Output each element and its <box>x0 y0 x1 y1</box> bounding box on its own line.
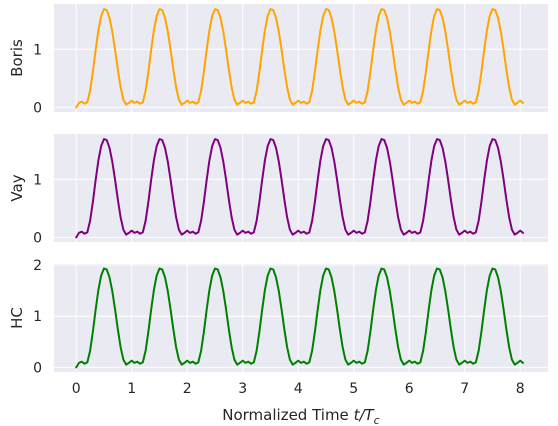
subplot-vay: 0 1 Vay <box>8 134 548 246</box>
plot-area <box>54 134 548 242</box>
x-tick-label: 1 <box>127 381 136 397</box>
x-tick-label: 0 <box>72 381 81 397</box>
y-axis-label: Vay <box>8 174 26 201</box>
x-axis-label: Normalized Time t/Tc <box>222 406 379 426</box>
x-tick-label: 7 <box>460 381 469 397</box>
x-tick-label: 6 <box>405 381 414 397</box>
plot-area <box>54 264 548 372</box>
y-tick-label: 1 <box>33 172 42 188</box>
x-tick-label: 2 <box>183 381 192 397</box>
series-line-boris <box>75 8 525 109</box>
x-tick-label: 3 <box>238 381 247 397</box>
series-line-vay <box>75 138 525 239</box>
subplot-hc: 0 1 2 0 1 2 3 4 5 6 7 8 HC <box>8 258 548 397</box>
x-axis-label-text: Normalized Time <box>222 406 353 424</box>
y-tick-label: 1 <box>33 42 42 58</box>
y-axis-label: HC <box>8 307 26 329</box>
subplots: 0 1 Boris 0 1 Vay 0 1 2 0 1 2 3 4 5 6 7 8 HC <box>8 4 548 397</box>
x-axis-label-math: t/T <box>354 406 376 424</box>
y-tick-label: 0 <box>33 360 42 376</box>
plot-area <box>54 4 548 112</box>
subplot-boris: 0 1 Boris <box>8 4 548 116</box>
x-tick-label: 5 <box>349 381 358 397</box>
y-tick-label: 2 <box>33 258 42 274</box>
y-tick-label: 1 <box>33 309 42 325</box>
series-line-hc <box>75 267 525 369</box>
x-tick-label: 4 <box>294 381 303 397</box>
y-tick-label: 0 <box>33 230 42 246</box>
x-tick-label: 8 <box>516 381 525 397</box>
y-tick-label: 0 <box>33 100 42 116</box>
x-axis-label-subscript: c <box>374 414 380 426</box>
y-axis-label: Boris <box>8 39 26 77</box>
